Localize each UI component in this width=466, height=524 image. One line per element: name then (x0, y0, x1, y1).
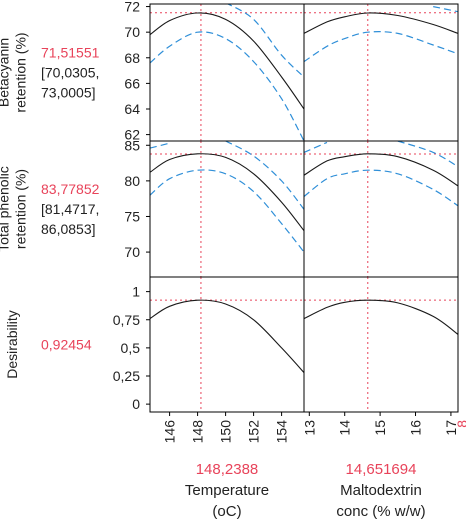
y-tick-label: 80 (124, 173, 140, 189)
y-tick-label: 68 (124, 50, 140, 66)
current-response-value: 71,51551 (41, 45, 100, 61)
prediction-trace (304, 153, 458, 187)
current-factor-value: 148,2388 (196, 461, 259, 478)
x-tick-label: 146 (162, 420, 178, 444)
y-axis-title: retention (%) (13, 169, 29, 249)
y-tick-label: 0 (132, 396, 140, 412)
x-axis-title: Temperature (185, 482, 269, 499)
y-tick-label: 0,25 (113, 368, 140, 384)
current-factor-value: 14,651694 (346, 461, 417, 478)
prediction-trace (304, 12, 458, 34)
y-tick-label: 64 (124, 101, 140, 117)
x-tick-label: 14 (337, 420, 353, 436)
x-tick-label: 16 (408, 420, 424, 436)
x-tick-label: 13 (301, 420, 317, 436)
x-axis-title: (oC) (212, 503, 241, 520)
y-tick-label: 62 (124, 127, 140, 143)
upper-confidence-curve (304, 141, 328, 153)
y-tick-label: 75 (124, 208, 140, 224)
prediction-trace (150, 299, 304, 373)
y-axis-title: retention (%) (13, 32, 29, 112)
x-tick-label: 154 (274, 420, 290, 444)
confidence-interval: 86,0853] (41, 221, 96, 237)
y-axis-title: Desirability (4, 310, 20, 378)
x-tick-label: 152 (246, 420, 262, 444)
prediction-trace (150, 12, 304, 110)
x-tick-label-clipped: 8 (454, 420, 466, 428)
confidence-interval: 73,0005] (41, 85, 96, 101)
x-tick-label: 17 (443, 420, 459, 436)
y-axis-title: Total phenolic (0, 166, 12, 252)
lower-confidence-curve (150, 31, 304, 141)
lower-confidence-curve (304, 169, 458, 207)
y-axis-title: Betacyanin (0, 38, 12, 107)
upper-confidence-curve (397, 141, 458, 168)
y-tick-label: 1 (132, 284, 140, 300)
lower-confidence-curve (304, 31, 458, 63)
prediction-trace (150, 153, 304, 232)
y-tick-label: 66 (124, 75, 140, 91)
panel-frame (303, 276, 459, 413)
current-response-value: 0,92454 (41, 337, 92, 353)
upper-confidence-curve (226, 4, 304, 78)
x-axis-title: Maltodextrin (340, 482, 422, 499)
y-tick-label: 0,5 (121, 340, 141, 356)
panel-frame (149, 3, 305, 142)
current-response-value: 83,77852 (41, 181, 100, 197)
prediction-trace (304, 299, 458, 335)
x-axis-title: conc (% w/w) (336, 503, 425, 520)
x-tick-label: 15 (372, 420, 388, 436)
y-tick-label: 85 (124, 137, 140, 153)
y-tick-label: 0,75 (113, 312, 140, 328)
lower-confidence-curve (150, 169, 304, 253)
confidence-interval: [70,0305, (41, 65, 99, 81)
panel-frame (149, 276, 305, 413)
confidence-interval: [81,4717, (41, 201, 99, 217)
x-tick-label: 150 (218, 420, 234, 444)
y-tick-label: 70 (124, 244, 140, 260)
upper-confidence-curve (225, 141, 304, 210)
x-tick-label: 148 (190, 420, 206, 444)
upper-confidence-curve (150, 142, 170, 149)
y-tick-label: 70 (124, 24, 140, 40)
y-tick-label: 72 (124, 0, 140, 15)
upper-confidence-curve (433, 6, 458, 13)
panel-frame (149, 140, 305, 278)
